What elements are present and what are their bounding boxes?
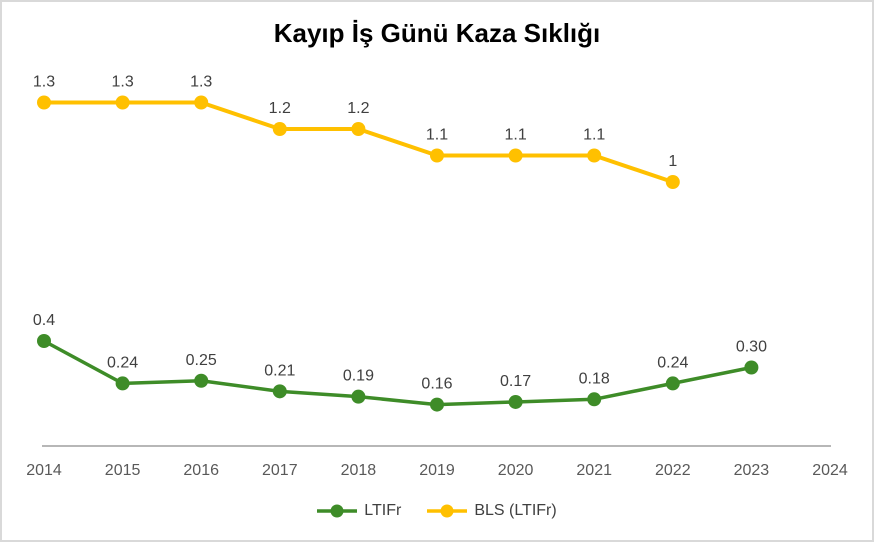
- legend-item-ltifr: LTIFr: [317, 502, 401, 520]
- x-tick-label: 2018: [341, 462, 377, 479]
- data-label-ltifr-2016: 0.25: [186, 352, 217, 369]
- data-label-ltifr-2015: 0.24: [107, 354, 138, 371]
- data-label-bls-ltifr-2018: 1.2: [347, 100, 369, 117]
- data-label-ltifr-2020: 0.17: [500, 373, 531, 390]
- data-label-bls-ltifr-2021: 1.1: [583, 127, 605, 144]
- chart-legend: LTIFr BLS (LTIFr): [2, 502, 872, 520]
- series-line-ltifr: [43, 339, 752, 407]
- data-point-bls-ltifr-2014: [37, 95, 51, 110]
- data-point-bls-ltifr-2022: [665, 175, 680, 189]
- data-point-bls-ltifr-2020: [508, 148, 523, 163]
- data-point-ltifr-2023: [744, 360, 759, 375]
- data-point-ltifr-2017: [272, 384, 287, 399]
- x-tick-label: 2014: [26, 462, 62, 479]
- x-tick-label: 2024: [812, 462, 848, 479]
- data-label-ltifr-2019: 0.16: [421, 376, 452, 393]
- data-point-ltifr-2020: [508, 394, 523, 409]
- data-point-ltifr-2022: [665, 376, 680, 391]
- data-point-ltifr-2019: [430, 397, 444, 412]
- x-tick-label: 2019: [419, 462, 455, 479]
- data-point-bls-ltifr-2021: [587, 148, 602, 163]
- data-point-bls-ltifr-2017: [272, 122, 287, 136]
- data-point-ltifr-2015: [115, 376, 130, 391]
- data-label-bls-ltifr-2019: 1.1: [426, 127, 448, 144]
- data-label-bls-ltifr-2017: 1.2: [269, 100, 291, 117]
- ltifr-legend-marker-icon: [317, 504, 358, 518]
- data-label-bls-ltifr-2016: 1.3: [190, 74, 212, 91]
- data-point-bls-ltifr-2016: [194, 95, 209, 110]
- data-point-ltifr-2018: [351, 389, 366, 404]
- data-point-bls-ltifr-2018: [351, 122, 366, 136]
- data-label-bls-ltifr-2022: 1: [668, 153, 677, 170]
- data-point-ltifr-2016: [194, 373, 209, 388]
- x-tick-label: 2016: [183, 462, 219, 479]
- x-tick-label: 2015: [105, 462, 141, 479]
- data-label-ltifr-2017: 0.21: [264, 362, 295, 379]
- data-point-bls-ltifr-2015: [115, 95, 130, 110]
- x-tick-label: 2022: [655, 462, 691, 479]
- legend-item-bls-ltifr: BLS (LTIFr): [427, 502, 557, 520]
- data-label-ltifr-2018: 0.19: [343, 368, 374, 385]
- data-label-bls-ltifr-2020: 1.1: [504, 127, 526, 144]
- data-label-bls-ltifr-2015: 1.3: [111, 74, 133, 91]
- bls-ltifr-legend-marker-icon: [427, 504, 468, 518]
- data-label-ltifr-2023: 0.30: [736, 339, 767, 356]
- x-tick-label: 2017: [262, 462, 298, 479]
- data-label-ltifr-2022: 0.24: [657, 354, 688, 371]
- data-label-ltifr-2014: 0.4: [33, 312, 55, 329]
- data-point-bls-ltifr-2019: [430, 148, 444, 163]
- x-tick-label: 2020: [498, 462, 534, 479]
- x-tick-label: 2021: [576, 462, 612, 479]
- data-point-ltifr-2021: [587, 392, 602, 407]
- chart-title: Kayıp İş Günü Kaza Sıklığı: [273, 18, 601, 48]
- legend-label-ltifr: LTIFr: [364, 502, 402, 519]
- data-label-bls-ltifr-2014: 1.3: [33, 74, 55, 91]
- data-point-ltifr-2014: [37, 334, 51, 348]
- legend-label-bls-ltifr: BLS (LTIFr): [474, 502, 557, 519]
- x-tick-label: 2023: [734, 462, 770, 479]
- data-label-ltifr-2021: 0.18: [579, 370, 610, 387]
